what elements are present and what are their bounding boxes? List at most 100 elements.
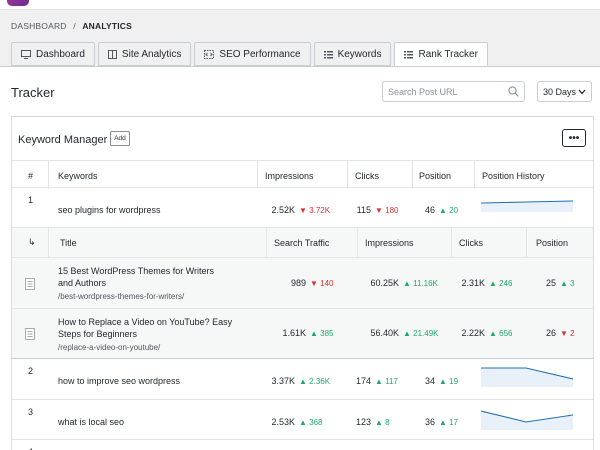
page-url[interactable]: /best-wordpress-themes-for-writers/ xyxy=(58,292,185,301)
page-post-title[interactable]: 15 Best WordPress Themes for Writers and… xyxy=(58,266,215,288)
sub-clicks-delta: ▲ 656 xyxy=(489,329,513,338)
more-options-button[interactable]: ••• xyxy=(562,129,586,147)
chevron-down-icon xyxy=(578,89,586,95)
code-icon xyxy=(204,49,215,59)
column-header-sub-clicks[interactable]: Clicks xyxy=(459,238,483,248)
page-row[interactable]: 15 Best WordPress Themes for Writers and… xyxy=(12,258,593,309)
keyword-row[interactable]: 3 what is local seo 2.53K ▲ 368 123 ▲ 8 … xyxy=(12,400,593,440)
sub-position-value: 26 xyxy=(545,328,556,338)
column-header-sub-position[interactable]: Position xyxy=(536,238,569,248)
pages-subheader-row: ↳ Title Search Traffic Impressions Click… xyxy=(12,228,593,258)
column-header-position[interactable]: Position xyxy=(419,171,452,181)
page-row[interactable]: How to Replace a Video on YouTube? Easy … xyxy=(12,309,593,359)
row-number: 3 xyxy=(28,407,34,417)
sub-impressions-delta: ▲ 11.16K xyxy=(403,279,438,288)
table-header-row: # Keywords Impressions Clicks Position P… xyxy=(12,160,593,189)
tab-label: Site Analytics xyxy=(121,48,182,60)
columns-icon xyxy=(107,49,117,59)
clicks-delta: ▼ 180 xyxy=(375,206,399,215)
sub-impressions-value: 56.40K xyxy=(370,328,399,338)
monitor-icon xyxy=(21,49,31,59)
keyword-text[interactable]: how to improve seo wordpress xyxy=(58,376,181,386)
column-header-impressions[interactable]: Impressions xyxy=(265,171,314,181)
page-title-cell: 15 Best WordPress Themes for Writers and… xyxy=(58,265,228,301)
search-traffic-delta: ▼ 140 xyxy=(310,279,334,288)
page-title-cell: How to Replace a Video on YouTube? Easy … xyxy=(58,316,238,352)
position-value: 36 xyxy=(424,417,435,427)
column-header-clicks[interactable]: Clicks xyxy=(355,171,379,181)
keyword-text[interactable]: seo plugins for wordpress xyxy=(58,205,161,215)
column-header-title: Title xyxy=(60,238,77,248)
column-divider xyxy=(357,228,358,258)
add-keyword-button[interactable]: Add xyxy=(110,131,130,146)
row-number: 2 xyxy=(28,366,34,376)
date-range-select[interactable]: 30 Days xyxy=(537,81,592,102)
clicks-value: 174 xyxy=(355,376,371,386)
clicks-delta: ▲ 117 xyxy=(375,377,398,386)
keyword-row[interactable]: 2 how to improve seo wordpress 3.37K ▲ 2… xyxy=(12,359,593,400)
tab-label: Keywords xyxy=(337,48,382,60)
search-traffic-value: 1.61K xyxy=(282,328,306,338)
clicks-delta: ▲ 8 xyxy=(375,418,390,427)
position-value: 34 xyxy=(424,376,435,386)
tab-site-analytics[interactable]: Site Analytics xyxy=(97,42,192,66)
page-icon xyxy=(25,278,35,290)
search-traffic-value: 989 xyxy=(290,278,306,288)
column-divider xyxy=(347,161,348,189)
column-divider xyxy=(412,161,413,189)
position-history-sparkline xyxy=(481,410,573,430)
column-header-number: # xyxy=(28,171,34,181)
row-number: 4 xyxy=(28,447,33,450)
tab-rank-tracker[interactable]: Rank Tracker xyxy=(394,42,488,66)
subrow-arrow: ↳ xyxy=(28,237,36,247)
column-header-keywords[interactable]: Keywords xyxy=(58,171,98,181)
sub-clicks-delta: ▲ 246 xyxy=(489,279,513,288)
main-panel: Tracker 30 Days Keyword Manager Add ••• … xyxy=(0,66,600,450)
position-history-sparkline xyxy=(481,367,573,387)
keyword-row[interactable]: 4 xyxy=(12,440,593,450)
sub-position-delta: ▼ 2 xyxy=(560,329,575,338)
page-url[interactable]: /replace-a-video-on-youtube/ xyxy=(58,343,161,352)
clicks-value: 115 xyxy=(356,205,371,215)
column-header-position-history: Position History xyxy=(482,171,545,181)
page-post-title[interactable]: How to Replace a Video on YouTube? Easy … xyxy=(58,317,233,339)
position-delta: ▲ 19 xyxy=(439,377,459,386)
tab-bar: Dashboard Site Analytics SEO Performance… xyxy=(11,42,491,66)
breadcrumb-separator: / xyxy=(73,21,76,31)
search-traffic-delta: ▲ 385 xyxy=(310,329,334,338)
tab-dashboard[interactable]: Dashboard xyxy=(11,42,95,66)
column-header-search-traffic[interactable]: Search Traffic xyxy=(274,238,330,248)
column-divider xyxy=(266,228,267,258)
sub-clicks-value: 2.22K xyxy=(461,328,485,338)
keyword-row[interactable]: 1 seo plugins for wordpress 2.52K ▼ 3.72… xyxy=(12,188,593,228)
breadcrumb: DASHBOARD / ANALYTICS xyxy=(11,21,132,31)
sub-position-value: 25 xyxy=(545,278,556,288)
column-divider xyxy=(48,161,49,189)
keyword-text[interactable]: what is local seo xyxy=(58,417,125,427)
list-icon xyxy=(323,50,333,58)
impressions-delta: ▲ 2.36K xyxy=(299,377,331,386)
column-divider xyxy=(526,228,527,258)
sub-position-delta: ▲ 3 xyxy=(560,279,575,288)
sub-clicks-value: 2.31K xyxy=(461,278,485,288)
clicks-value: 123 xyxy=(355,417,371,427)
tab-seo-performance[interactable]: SEO Performance xyxy=(194,42,311,66)
position-history-sparkline xyxy=(481,200,573,212)
row-number: 1 xyxy=(28,195,34,205)
sub-impressions-value: 60.25K xyxy=(370,278,399,288)
tab-label: Rank Tracker xyxy=(418,48,478,60)
app-logo[interactable] xyxy=(7,0,29,6)
column-header-sub-impressions[interactable]: Impressions xyxy=(365,238,414,248)
search-icon[interactable] xyxy=(508,86,519,97)
column-divider xyxy=(257,161,258,189)
column-divider xyxy=(451,228,452,258)
tab-label: SEO Performance xyxy=(219,48,301,60)
tab-keywords[interactable]: Keywords xyxy=(313,42,392,66)
breadcrumb-dashboard[interactable]: DASHBOARD xyxy=(11,21,67,31)
keyword-manager-card: Keyword Manager Add ••• # Keywords Impre… xyxy=(11,116,594,450)
impressions-value: 2.53K xyxy=(271,417,295,427)
position-delta: ▲ 17 xyxy=(439,418,459,427)
column-divider xyxy=(474,161,475,189)
search-input[interactable] xyxy=(383,82,503,102)
position-value: 46 xyxy=(424,205,435,215)
